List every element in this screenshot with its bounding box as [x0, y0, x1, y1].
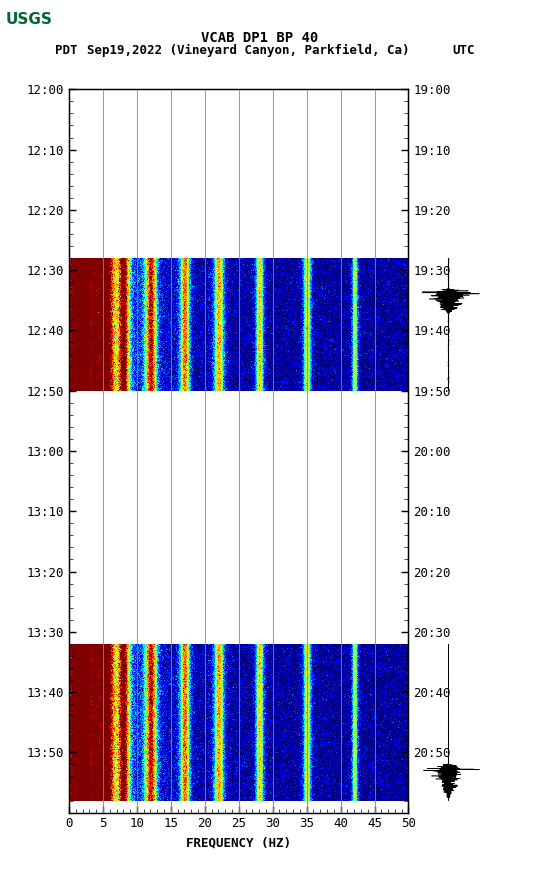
X-axis label: FREQUENCY (HZ): FREQUENCY (HZ) [186, 836, 291, 849]
Text: PDT: PDT [55, 44, 78, 56]
Text: USGS: USGS [6, 13, 52, 27]
Text: VCAB DP1 BP 40: VCAB DP1 BP 40 [201, 31, 318, 46]
Text: Sep19,2022 (Vineyard Canyon, Parkfield, Ca): Sep19,2022 (Vineyard Canyon, Parkfield, … [87, 44, 410, 56]
Text: UTC: UTC [453, 44, 475, 56]
